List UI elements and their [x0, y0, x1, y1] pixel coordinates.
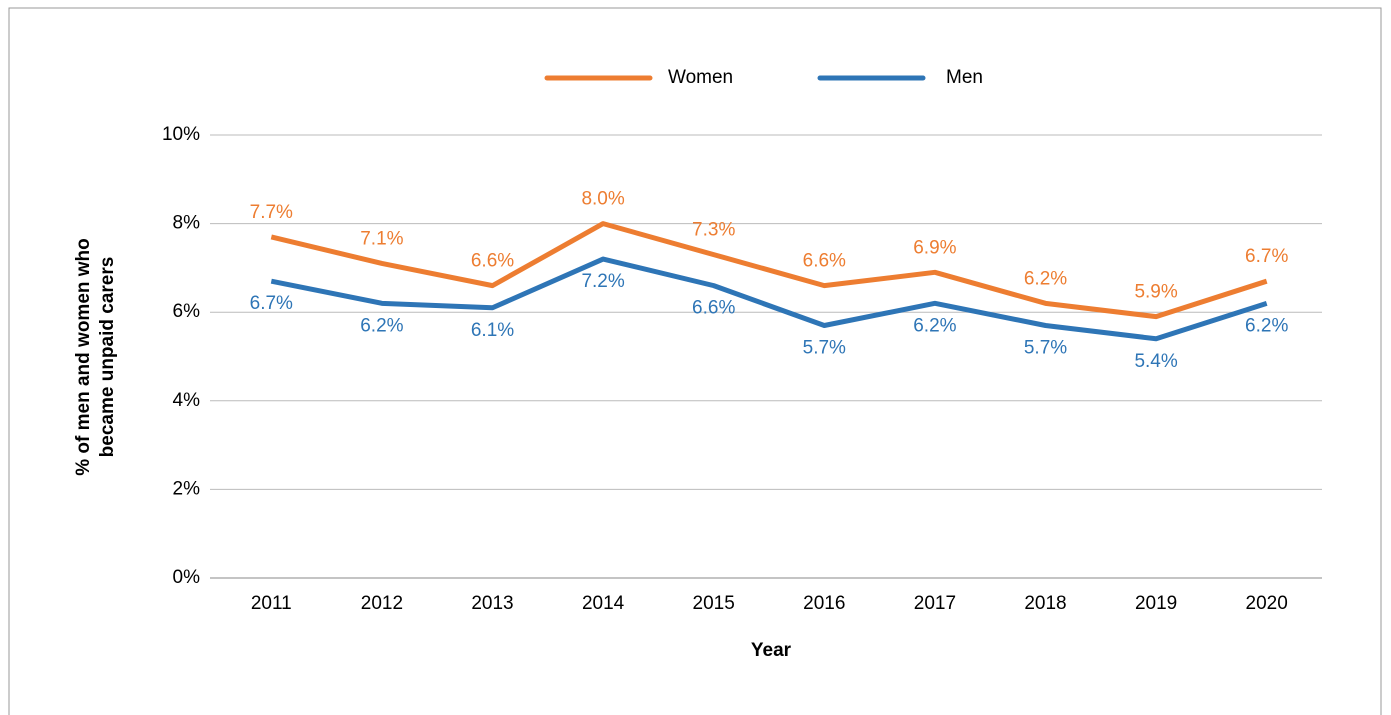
x-tick-label: 2013	[471, 593, 513, 614]
x-tick-label: 2019	[1135, 593, 1177, 614]
data-label: 5.9%	[1134, 282, 1177, 303]
data-label: 6.7%	[1245, 246, 1288, 267]
data-label: 6.6%	[692, 298, 735, 319]
x-tick-label: 2012	[361, 593, 403, 614]
x-tick-label: 2016	[803, 593, 845, 614]
data-label: 6.2%	[360, 315, 403, 336]
x-tick-label: 2020	[1246, 593, 1288, 614]
data-label: 6.9%	[913, 237, 956, 258]
data-label: 6.7%	[250, 293, 293, 314]
x-tick-label: 2015	[693, 593, 735, 614]
data-label: 6.6%	[803, 251, 846, 272]
y-tick-label: 6%	[173, 301, 201, 322]
y-tick-label: 8%	[173, 213, 201, 234]
y-tick-label: 2%	[173, 478, 201, 499]
data-label: 7.1%	[360, 228, 403, 249]
legend-label: Women	[668, 67, 733, 88]
data-label: 6.2%	[913, 315, 956, 336]
y-tick-label: 10%	[162, 124, 200, 145]
data-label: 6.2%	[1245, 315, 1288, 336]
data-label: 5.7%	[1024, 338, 1067, 359]
data-label: 5.7%	[803, 338, 846, 359]
data-label: 7.7%	[250, 202, 293, 223]
x-tick-label: 2014	[582, 593, 625, 614]
data-label: 7.2%	[581, 271, 624, 292]
x-tick-label: 2018	[1024, 593, 1066, 614]
y-axis-label-line: % of men and women who	[73, 238, 94, 476]
data-label: 7.3%	[692, 220, 735, 241]
y-tick-label: 0%	[173, 567, 201, 588]
chart-frame	[8, 7, 1382, 715]
line	[270, 221, 1268, 320]
line	[270, 256, 1268, 342]
data-label: 5.4%	[1134, 351, 1177, 372]
x-axis-label: Year	[751, 640, 792, 661]
y-tick-label: 4%	[173, 390, 201, 411]
data-label: 6.1%	[471, 320, 514, 341]
data-label: 6.2%	[1024, 268, 1067, 289]
x-tick-label: 2017	[914, 593, 956, 614]
y-axis-label: % of men and women who became unpaid car…	[73, 238, 118, 476]
data-label: 6.6%	[471, 251, 514, 272]
data-label: 8.0%	[581, 189, 624, 210]
legend-label: Men	[946, 67, 983, 88]
x-tick-label: 2011	[251, 593, 292, 614]
y-axis-label-line: became unpaid carers	[97, 257, 118, 458]
